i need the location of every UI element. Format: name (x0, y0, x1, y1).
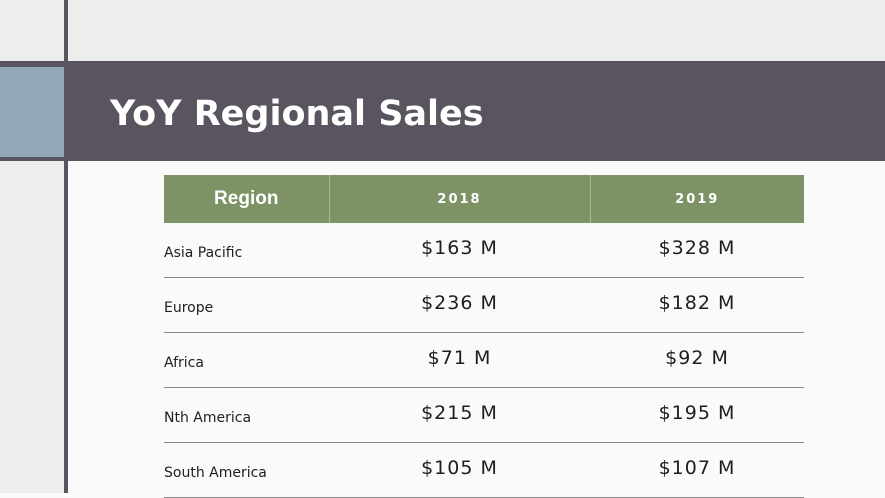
column-header-2018: 2018 (328, 175, 590, 223)
sales-2018-cell: $236 M (329, 277, 590, 333)
divider-horizontal-bottom (0, 157, 68, 161)
sales-2019-cell: $182 M (590, 277, 804, 333)
table-row: Asia Pacific $163 M $328 M (164, 223, 804, 278)
region-cell: Nth America (164, 387, 329, 443)
sales-2019-cell: $92 M (590, 332, 804, 388)
sales-2018-cell: $163 M (329, 223, 590, 278)
table-row: Africa $71 M $92 M (164, 332, 804, 388)
sales-2019-cell: $195 M (590, 387, 804, 443)
sales-2019-cell: $328 M (590, 223, 804, 278)
table-row: Nth America $215 M $195 M (164, 387, 804, 443)
table-row: South America $105 M $107 M (164, 442, 804, 498)
region-cell: Asia Pacific (164, 223, 329, 278)
sales-table: Region 2018 2019 Asia Pacific $163 M $32… (164, 175, 804, 498)
table-header-row: Region 2018 2019 (164, 175, 804, 223)
sales-2019-cell: $107 M (590, 442, 804, 498)
divider-horizontal-top (0, 61, 885, 67)
column-header-region: Region (164, 175, 329, 223)
divider-vertical (64, 0, 68, 493)
sales-2018-cell: $105 M (329, 442, 590, 498)
table-row: Europe $236 M $182 M (164, 277, 804, 333)
accent-block (0, 67, 64, 158)
region-cell: Europe (164, 277, 329, 333)
top-band (0, 0, 885, 61)
title-banner (68, 61, 885, 161)
sales-2018-cell: $71 M (329, 332, 590, 388)
region-cell: South America (164, 442, 329, 498)
sales-2018-cell: $215 M (329, 387, 590, 443)
column-header-2019: 2019 (589, 175, 804, 223)
slide-title: YoY Regional Sales (110, 94, 484, 134)
region-cell: Africa (164, 332, 329, 388)
